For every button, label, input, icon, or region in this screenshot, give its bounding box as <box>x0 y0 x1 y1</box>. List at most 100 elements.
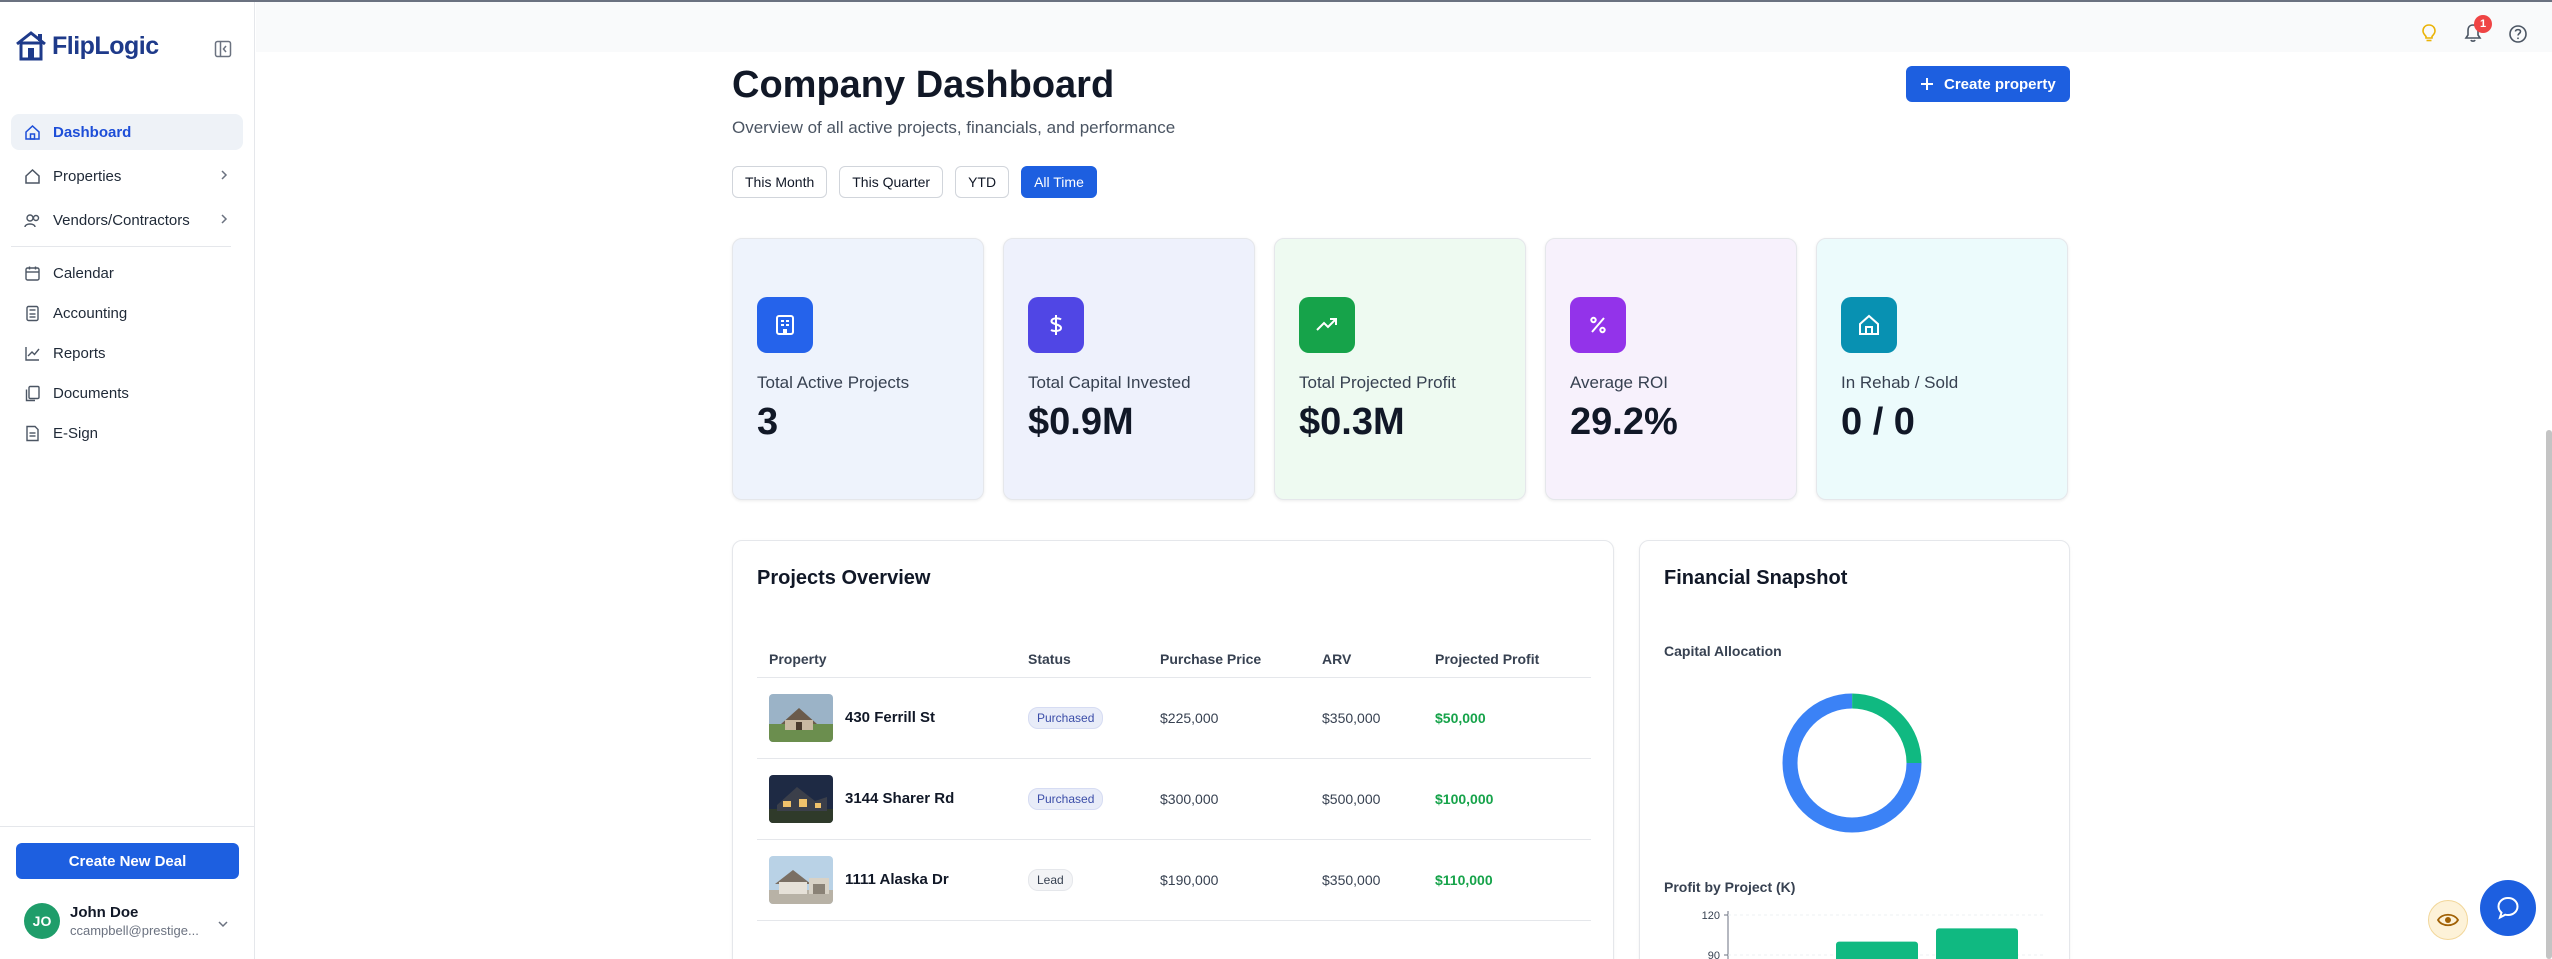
stat-value: $0.3M <box>1299 401 1405 443</box>
collapse-sidebar-button[interactable] <box>212 38 234 60</box>
profit-by-project-bar-chart: 120 90 <box>1702 910 2044 959</box>
lightbulb-icon[interactable] <box>2420 23 2438 43</box>
status-badge: Lead <box>1028 868 1073 891</box>
stat-label: Average ROI <box>1570 373 1668 392</box>
sidebar-item-label: Dashboard <box>53 123 132 141</box>
logo-house-icon <box>16 31 46 61</box>
table-row[interactable]: 430 Ferrill St Purchased $225,000 $350,0… <box>757 677 1591 759</box>
pie-slice-1[interactable] <box>1782 693 1922 833</box>
page-title: Company Dashboard <box>732 64 1115 106</box>
app-logo[interactable]: FlipLogic <box>14 30 159 62</box>
column-header-purchase-price[interactable]: Purchase Price <box>1148 641 1310 678</box>
stat-label: In Rehab / Sold <box>1841 373 1959 392</box>
window-top-border <box>0 0 2552 2</box>
sidebar-item-vendors[interactable]: Vendors/Contractors <box>11 202 243 238</box>
sidebar-item-reports[interactable]: Reports <box>11 337 243 369</box>
property-name: 1111 Alaska Dr <box>845 871 949 888</box>
chevron-right-icon <box>221 170 228 180</box>
sidebar-nav: Dashboard Properties Vendors/Contractors… <box>11 114 243 457</box>
property-thumbnail <box>769 774 833 823</box>
sidebar-item-label: Reports <box>53 344 106 362</box>
page-subtitle: Overview of all active projects, financi… <box>732 118 1176 137</box>
sidebar-item-dashboard[interactable]: Dashboard <box>11 114 243 150</box>
file-signature-icon <box>23 424 41 442</box>
column-header-property[interactable]: Property <box>757 641 1016 678</box>
stat-label: Total Projected Profit <box>1299 373 1456 392</box>
capital-allocation-donut-chart <box>1782 693 1922 833</box>
calendar-icon <box>23 264 41 282</box>
sidebar: FlipLogic Dashboard Properties Vendor <box>0 2 255 959</box>
table-header-row: Property Status Purchase Price ARV Proje… <box>757 641 1591 678</box>
preview-button[interactable] <box>2428 900 2468 940</box>
stat-label: Total Capital Invested <box>1028 373 1191 392</box>
users-icon <box>23 211 41 229</box>
sidebar-item-esign[interactable]: E-Sign <box>11 417 243 449</box>
stat-card-rehab-sold: In Rehab / Sold 0 / 0 <box>1816 238 2068 500</box>
projected-profit: $50,000 <box>1423 677 1591 759</box>
sidebar-item-label: Documents <box>53 384 129 402</box>
avatar: JO <box>24 903 60 939</box>
stat-card-projected-profit: Total Projected Profit $0.3M <box>1274 238 1526 500</box>
sidebar-toggle-icon <box>214 40 232 58</box>
notification-badge: 1 <box>2474 15 2492 33</box>
home-icon <box>23 123 41 141</box>
column-header-status[interactable]: Status <box>1016 641 1148 678</box>
chevron-down-icon[interactable] <box>216 917 230 931</box>
sidebar-item-properties[interactable]: Properties <box>11 158 243 194</box>
bar[interactable] <box>1936 928 2018 959</box>
property-name: 430 Ferrill St <box>845 709 936 726</box>
status-badge: Purchased <box>1028 706 1104 729</box>
purchase-price: $300,000 <box>1148 758 1310 840</box>
purchase-price: $225,000 <box>1148 677 1310 759</box>
y-tick-label: 120 <box>1702 910 1720 922</box>
financial-snapshot-title: Financial Snapshot <box>1664 567 1848 589</box>
stat-value: 29.2% <box>1570 401 1678 443</box>
projects-overview-panel: Projects Overview Property Status Purcha… <box>732 540 1614 959</box>
column-header-arv[interactable]: ARV <box>1310 641 1423 678</box>
create-property-button[interactable]: Create property <box>1906 66 2070 102</box>
main-content: Company Dashboard Overview of all active… <box>256 52 2552 959</box>
percent-icon <box>1570 297 1626 353</box>
filter-all-time[interactable]: All Time <box>1021 166 1097 198</box>
capital-allocation-label: Capital Allocation <box>1664 643 1782 659</box>
y-tick-label: 90 <box>1708 950 1720 959</box>
stat-card-active-projects: Total Active Projects 3 <box>732 238 984 500</box>
create-property-label: Create property <box>1944 75 2056 93</box>
user-profile[interactable]: JO John Doe ccampbell@prestige... <box>24 903 199 939</box>
sidebar-item-documents[interactable]: Documents <box>11 377 243 409</box>
projects-table: Property Status Purchase Price ARV Proje… <box>757 641 1591 921</box>
purchase-price: $190,000 <box>1148 839 1310 921</box>
property-thumbnail <box>769 693 833 742</box>
chevron-right-icon <box>221 214 228 224</box>
sidebar-item-accounting[interactable]: Accounting <box>11 297 243 329</box>
table-row[interactable]: 1111 Alaska Dr Lead $190,000 $350,000 $1… <box>757 839 1591 921</box>
chart-line-icon <box>23 344 41 362</box>
projected-profit: $110,000 <box>1423 839 1591 921</box>
chat-button[interactable] <box>2480 880 2536 936</box>
arv-value: $500,000 <box>1310 758 1423 840</box>
bar[interactable] <box>1836 941 1918 959</box>
user-name: John Doe <box>70 904 139 921</box>
filter-this-quarter[interactable]: This Quarter <box>839 166 944 198</box>
table-row[interactable]: 3144 Sharer Rd Purchased $300,000 $500,0… <box>757 758 1591 840</box>
dollar-icon <box>1028 297 1084 353</box>
trending-up-icon <box>1299 297 1355 353</box>
filter-ytd[interactable]: YTD <box>955 166 1010 198</box>
time-filter-group: This Month This Quarter YTD All Time <box>732 166 1097 198</box>
arv-value: $350,000 <box>1310 839 1423 921</box>
arv-value: $350,000 <box>1310 677 1423 759</box>
house-icon <box>1841 297 1897 353</box>
column-header-projected-profit[interactable]: Projected Profit <box>1423 641 1591 678</box>
top-bar <box>256 2 2552 52</box>
vertical-scrollbar[interactable] <box>2546 430 2552 959</box>
stat-value: $0.9M <box>1028 401 1134 443</box>
stat-value: 3 <box>757 401 779 443</box>
files-icon <box>23 384 41 402</box>
filter-this-month[interactable]: This Month <box>732 166 828 198</box>
user-email: ccampbell@prestige... <box>70 923 199 938</box>
create-new-deal-button[interactable]: Create New Deal <box>16 843 239 879</box>
sidebar-item-label: Properties <box>53 167 122 185</box>
help-icon[interactable] <box>2508 24 2528 44</box>
sidebar-item-calendar[interactable]: Calendar <box>11 257 243 289</box>
sidebar-item-label: Calendar <box>53 264 114 282</box>
